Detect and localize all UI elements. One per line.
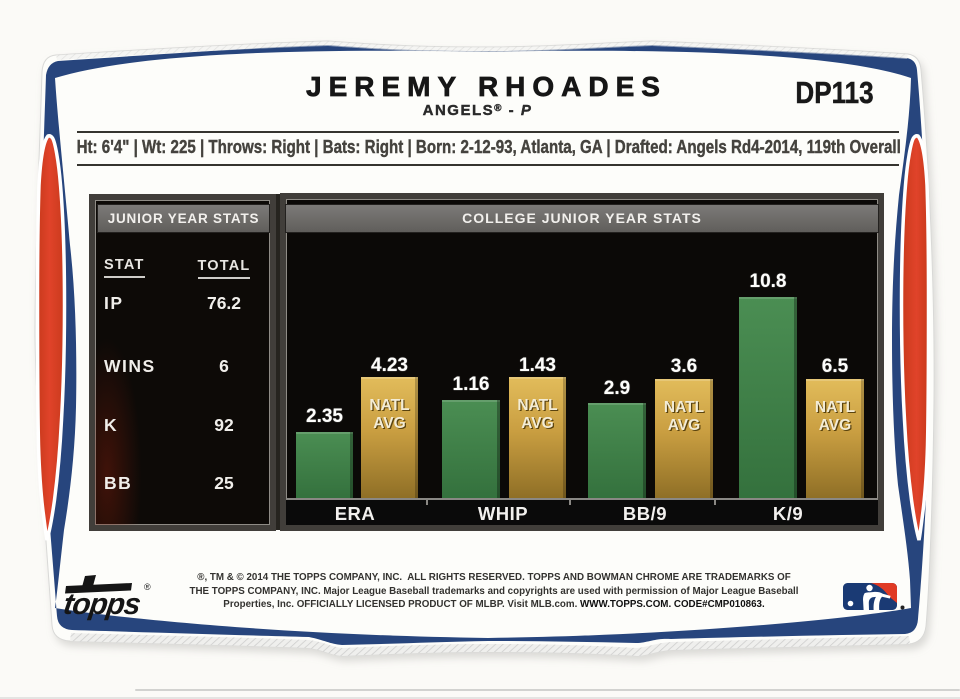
svg-text:topps: topps — [61, 588, 142, 621]
svg-text:®: ® — [144, 582, 151, 592]
